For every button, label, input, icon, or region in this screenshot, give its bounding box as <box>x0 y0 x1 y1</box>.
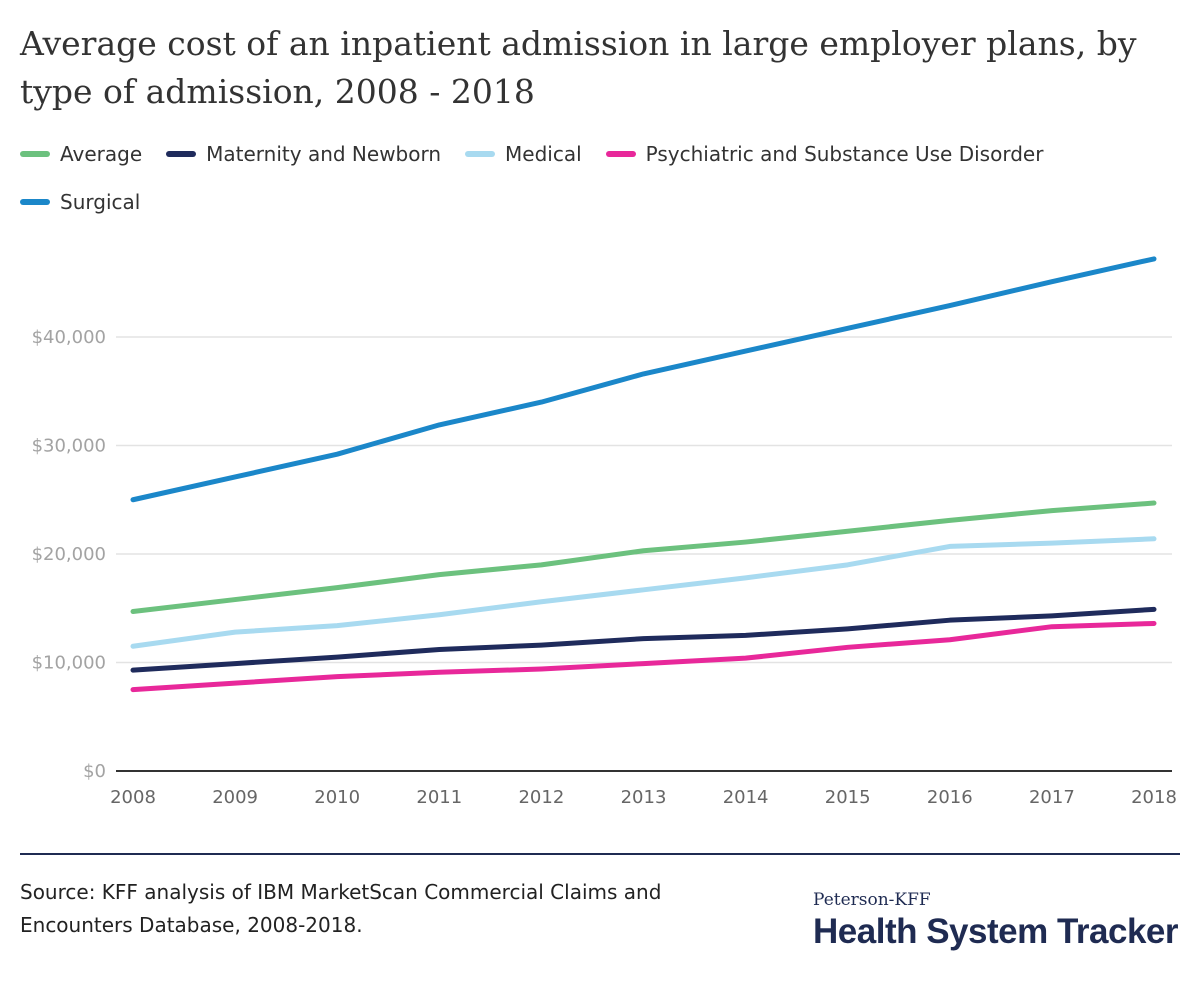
legend-label: Average <box>60 142 143 166</box>
legend-swatch <box>605 151 636 157</box>
legend-swatch <box>166 151 197 157</box>
x-tick-label: 2010 <box>314 787 360 808</box>
legend-item: Maternity and Newborn <box>166 138 441 170</box>
x-tick-label: 2017 <box>1029 787 1075 808</box>
y-tick-label: $0 <box>83 761 106 782</box>
brand-top-text: Peterson-KFF <box>813 890 931 910</box>
x-tick-label: 2015 <box>825 787 871 808</box>
x-tick-label: 2008 <box>110 787 156 808</box>
legend-item: Surgical <box>20 186 140 218</box>
source-note: Source: KFF analysis of IBM MarketScan C… <box>20 880 662 937</box>
series-line-average <box>130 500 1157 615</box>
x-tick-label: 2012 <box>518 787 564 808</box>
legend-item: Average <box>20 138 142 170</box>
y-tick-label: $30,000 <box>32 436 106 457</box>
x-tick-label: 2009 <box>212 787 258 808</box>
y-tick-label: $10,000 <box>32 653 106 674</box>
x-tick-label: 2016 <box>927 787 973 808</box>
divider <box>20 853 1180 855</box>
legend: Average Maternity and Newborn Medical Psych… <box>20 138 1180 218</box>
brand-main-text: Health System Tracker <box>813 912 1178 951</box>
chart-title: Average cost of an inpatient admission i… <box>20 24 1137 111</box>
x-tick-label: 2011 <box>416 787 462 808</box>
legend-label: Surgical <box>60 190 141 214</box>
x-tick-label: 2014 <box>723 787 769 808</box>
legend-swatch <box>20 151 50 157</box>
series-line-maternity-and-newborn <box>130 606 1157 673</box>
legend-item: Medical <box>465 138 582 170</box>
legend-swatch <box>20 199 50 205</box>
legend-swatch <box>465 151 496 157</box>
series-line-surgical <box>130 256 1157 503</box>
legend-label: Maternity and Newborn <box>206 142 442 166</box>
legend-label: Medical <box>505 142 582 166</box>
x-tick-label: 2018 <box>1131 787 1177 808</box>
series-line-medical <box>130 536 1157 649</box>
series-line-psychiatric-and-substance-use-disorder <box>130 620 1157 693</box>
brand-logo: Peterson-KFF Health System Tracker <box>813 890 1178 952</box>
x-tick-label: 2013 <box>621 787 667 808</box>
line-chart: $0 $10,000 $20,000 $30,000 $40,000 2008 2009 20… <box>32 256 1177 808</box>
legend-item: Psychiatric and Substance Use Disorder <box>605 138 1044 170</box>
y-tick-label: $20,000 <box>32 544 106 565</box>
y-tick-label: $40,000 <box>32 327 106 348</box>
legend-label: Psychiatric and Substance Use Disorder <box>645 142 1044 166</box>
